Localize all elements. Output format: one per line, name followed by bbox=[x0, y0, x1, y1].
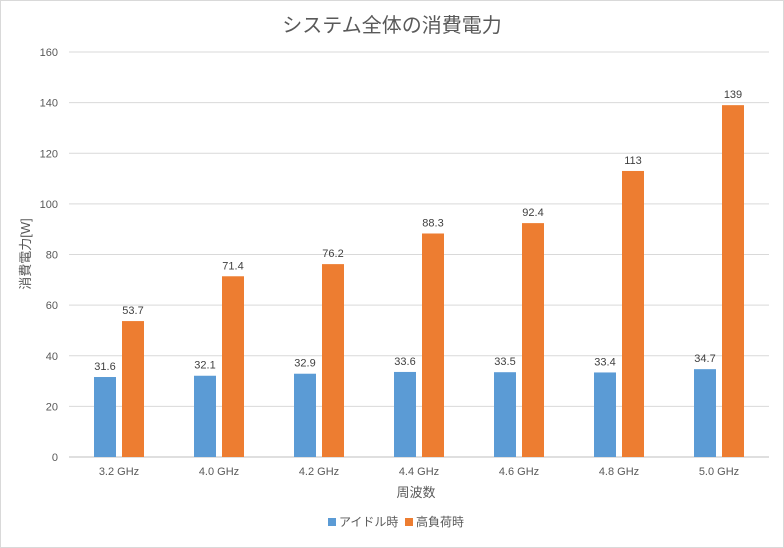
bar-idle bbox=[94, 377, 116, 457]
y-tick-label: 100 bbox=[40, 199, 58, 211]
y-axis-label: 消費電力[W] bbox=[18, 218, 33, 290]
data-label: 34.7 bbox=[694, 353, 715, 365]
y-axis-ticks: 0 20 40 60 80 100 120 140 160 bbox=[40, 47, 58, 464]
bar-load bbox=[522, 223, 544, 457]
data-label: 33.5 bbox=[494, 356, 515, 368]
data-labels: 31.6 53.7 32.1 71.4 32.9 76.2 33.6 88.3 33.5 92.4… bbox=[94, 89, 742, 373]
data-label: 113 bbox=[624, 155, 642, 167]
bar-load bbox=[422, 233, 444, 457]
y-tick-label: 140 bbox=[40, 98, 58, 110]
bar-idle bbox=[294, 373, 316, 457]
data-label: 33.6 bbox=[394, 356, 415, 368]
data-label: 88.3 bbox=[422, 217, 443, 229]
y-tick-label: 0 bbox=[52, 452, 58, 464]
chart-title: システム全体の消費電力 bbox=[282, 14, 501, 37]
y-tick-label: 120 bbox=[40, 148, 58, 160]
data-label: 139 bbox=[724, 89, 742, 101]
data-label: 76.2 bbox=[322, 248, 343, 260]
bar-load bbox=[122, 321, 144, 457]
x-tick-label: 4.4 GHz bbox=[399, 466, 439, 478]
y-tick-label: 60 bbox=[46, 300, 58, 312]
x-tick-label: 4.6 GHz bbox=[499, 466, 539, 478]
data-label: 32.1 bbox=[194, 360, 215, 372]
legend-swatch bbox=[405, 518, 413, 526]
x-tick-label: 3.2 GHz bbox=[99, 466, 139, 478]
x-axis-label: 周波数 bbox=[396, 485, 435, 500]
bar-idle bbox=[594, 372, 616, 457]
legend-label: 高負荷時 bbox=[416, 514, 464, 529]
bar-idle bbox=[394, 371, 416, 457]
bar-load bbox=[222, 276, 244, 457]
x-tick-label: 4.8 GHz bbox=[599, 466, 639, 478]
bar-idle bbox=[494, 372, 516, 457]
bars bbox=[94, 105, 744, 457]
x-tick-label: 5.0 GHz bbox=[699, 466, 739, 478]
y-tick-label: 40 bbox=[46, 351, 58, 363]
gridlines bbox=[69, 51, 769, 407]
y-tick-label: 160 bbox=[40, 47, 58, 59]
y-tick-label: 80 bbox=[46, 250, 58, 262]
data-label: 71.4 bbox=[222, 260, 243, 272]
data-label: 92.4 bbox=[522, 207, 543, 219]
y-tick-label: 20 bbox=[46, 401, 58, 413]
x-axis-ticks: 3.2 GHz 4.0 GHz 4.2 GHz 4.4 GHz 4.6 GHz 4.8 G… bbox=[99, 466, 739, 478]
legend-swatch bbox=[328, 518, 336, 526]
bar-idle bbox=[694, 369, 716, 457]
bar-load bbox=[622, 170, 644, 457]
data-label: 33.4 bbox=[594, 356, 615, 368]
x-tick-label: 4.0 GHz bbox=[199, 466, 239, 478]
bar-load bbox=[722, 105, 744, 457]
legend-label: アイドル時 bbox=[339, 515, 398, 529]
data-label: 31.6 bbox=[94, 361, 115, 373]
data-label: 53.7 bbox=[122, 305, 143, 317]
bar-load bbox=[322, 264, 344, 457]
legend: アイドル時 高負荷時 bbox=[328, 514, 464, 529]
bar-idle bbox=[194, 375, 216, 457]
data-label: 32.9 bbox=[294, 358, 315, 370]
x-tick-label: 4.2 GHz bbox=[299, 466, 339, 478]
